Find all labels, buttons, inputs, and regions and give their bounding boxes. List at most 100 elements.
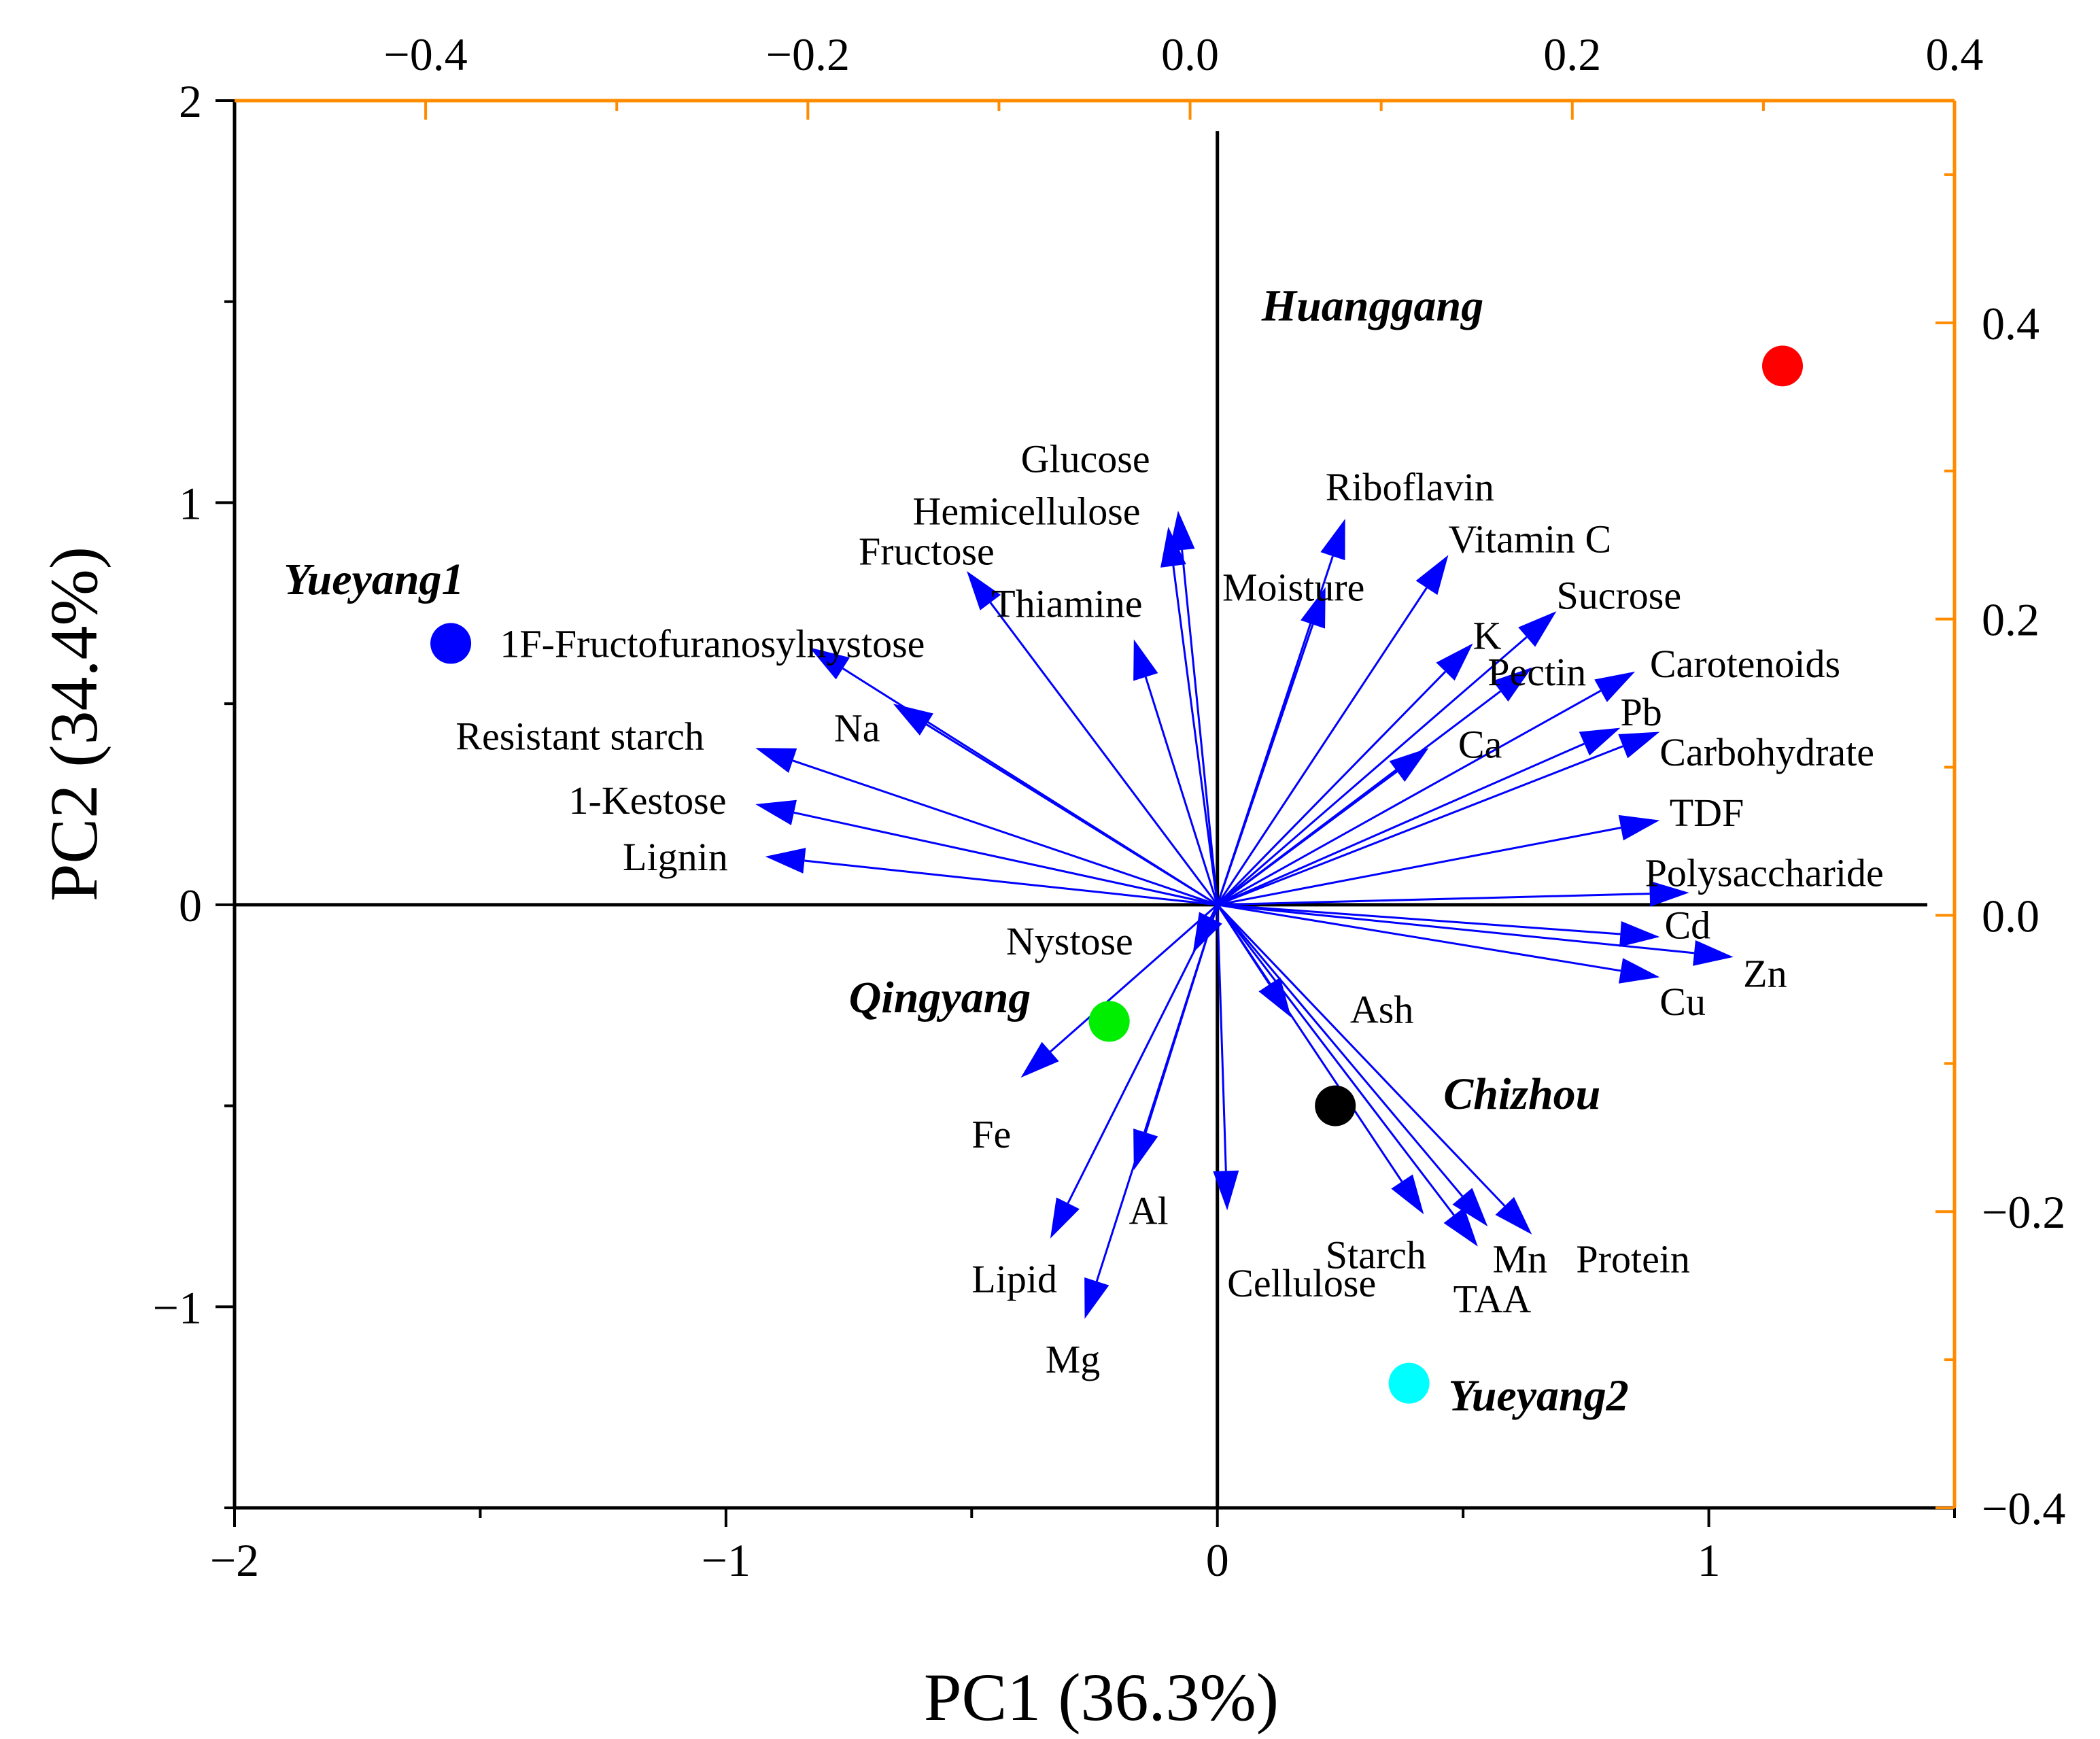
loading-line <box>926 723 1218 906</box>
loading-label: Moisture <box>1222 566 1364 610</box>
loading-label: Resistant starch <box>455 714 704 758</box>
sample-label: Yueyang1 <box>283 555 464 604</box>
x-tick-label: −2 <box>210 1534 259 1586</box>
loading-arrowhead <box>1618 814 1660 841</box>
loading-label: Protein <box>1576 1237 1690 1281</box>
loading-line <box>1216 903 1464 1197</box>
sample-point <box>1388 1362 1430 1404</box>
loading-label: Sucrose <box>1556 573 1681 617</box>
y-tick-label: 1 <box>179 477 202 529</box>
y-axis-title: PC2 (34.4%) <box>36 547 111 901</box>
loading-label: Ca <box>1458 722 1502 766</box>
loading-line <box>1216 689 1602 906</box>
right-tick-label: 0.2 <box>1982 594 2039 646</box>
loading-label: Nystose <box>1006 919 1133 963</box>
loading-arrowhead <box>1649 880 1689 907</box>
loading-arrowhead <box>1050 1197 1080 1239</box>
loading-line <box>1181 549 1219 906</box>
loading-label: Fe <box>971 1112 1011 1156</box>
loading-label: Fructose <box>859 529 995 573</box>
loading-label: Ash <box>1350 988 1413 1032</box>
loading-line <box>1095 904 1219 1282</box>
loading-label: Pectin <box>1487 650 1586 694</box>
loading-arrowhead <box>1594 671 1636 702</box>
top-tick-label: −0.2 <box>766 29 850 80</box>
loading-line <box>1172 566 1219 906</box>
loading-arrowhead <box>1495 1196 1532 1235</box>
x-axis-title: PC1 (36.3%) <box>924 1659 1279 1735</box>
loading-arrowhead <box>1619 921 1660 947</box>
loading-line <box>1217 903 1621 935</box>
loading-arrowhead <box>1320 519 1345 561</box>
loading-label: Na <box>834 706 880 751</box>
sample-point <box>1088 1001 1130 1042</box>
y-tick-label: 2 <box>179 75 202 127</box>
axis-ticks: −2 −1 0 1 −1 0 1 2 −0.4 −0.2 0.0 0.2 0.4 −0.4 −0.2 0.0 0… <box>153 29 2066 1586</box>
loading-line <box>793 811 1218 906</box>
loading-arrowhead <box>1452 1188 1488 1226</box>
loading-arrowhead <box>755 799 797 825</box>
loading-arrowhead <box>967 570 1001 610</box>
sample-point <box>1762 345 1803 387</box>
right-tick-label: −0.4 <box>1982 1483 2065 1534</box>
loading-label: Mg <box>1046 1337 1101 1381</box>
sample-label: Chizhou <box>1443 1069 1600 1119</box>
right-tick-label: −0.2 <box>1982 1186 2065 1238</box>
y-tick-label: −1 <box>153 1281 202 1333</box>
loading-label: Riboflavin <box>1326 465 1494 509</box>
zero-crosshair <box>235 131 1927 1508</box>
loading-line <box>1217 742 1585 906</box>
sample-label: Qingyang <box>849 973 1031 1022</box>
loading-label: TDF <box>1670 791 1744 835</box>
loading-arrowhead <box>1133 639 1158 681</box>
loading-label: Vitamin C <box>1448 517 1611 562</box>
loading-label: Carbohydrate <box>1659 730 1874 774</box>
loading-arrowhead <box>1618 958 1660 984</box>
loading-arrowhead <box>1389 748 1429 782</box>
loading-line <box>792 759 1218 906</box>
loading-line <box>1216 903 1455 1216</box>
loading-label: Polysaccharide <box>1645 851 1884 895</box>
loading-arrowhead <box>893 704 933 736</box>
loading-arrowhead <box>1579 727 1621 756</box>
loading-line <box>1216 587 1428 906</box>
right-tick-label: 0.4 <box>1982 298 2039 349</box>
loading-line <box>1216 770 1398 906</box>
loading-arrowhead <box>1213 1170 1239 1211</box>
loading-line <box>1217 903 1621 972</box>
loading-line <box>1216 636 1528 906</box>
loading-arrowhead <box>809 647 850 680</box>
loading-line <box>1050 903 1218 1052</box>
loading-label: Cellulose <box>1227 1261 1376 1305</box>
loading-line <box>1217 745 1623 906</box>
loading-arrowhead <box>1169 511 1195 551</box>
loading-arrowhead <box>1443 1207 1478 1247</box>
loading-label: Al <box>1129 1188 1169 1233</box>
loading-label: TAA <box>1453 1277 1532 1321</box>
loading-label: Mn <box>1493 1237 1548 1281</box>
loading-label: 1-Kestose <box>569 778 727 823</box>
loading-line <box>989 602 1218 906</box>
top-tick-label: −0.4 <box>383 29 467 80</box>
loading-arrowhead <box>1301 587 1326 629</box>
sample-point <box>430 623 472 664</box>
loading-line <box>1217 827 1621 906</box>
top-tick-label: 0.0 <box>1161 29 1219 80</box>
loading-label: Lipid <box>971 1257 1057 1301</box>
loading-arrowhead <box>1020 1041 1059 1078</box>
loading-label: Cd <box>1665 903 1711 947</box>
sample-label: Huanggang <box>1261 281 1483 331</box>
loading-label: Thiamine <box>991 581 1142 625</box>
loading-arrowhead <box>1492 667 1532 702</box>
loading-label: Cu <box>1659 980 1706 1024</box>
loading-line <box>1216 904 1227 1171</box>
y-tick-label: 0 <box>179 880 202 931</box>
loading-arrowhead <box>1258 977 1292 1018</box>
loading-label: Carotenoids <box>1650 642 1840 686</box>
top-tick-label: 0.4 <box>1926 29 1984 80</box>
top-tick-label: 0.2 <box>1543 29 1601 80</box>
loading-arrowhead <box>1693 940 1734 966</box>
loading-line <box>1067 904 1219 1204</box>
